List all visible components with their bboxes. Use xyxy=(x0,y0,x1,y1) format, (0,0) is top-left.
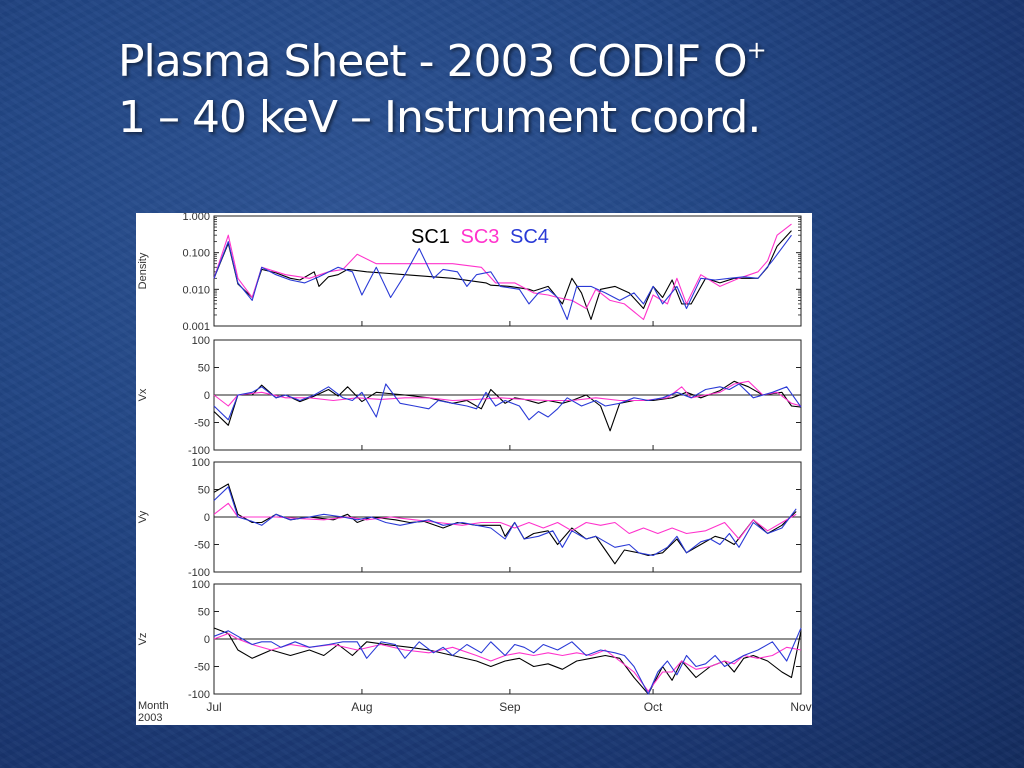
panel-vy: -100 -50 0 50 100 Vy xyxy=(137,457,802,579)
series-line-sc3 xyxy=(213,223,792,321)
y-tick-label: 50 xyxy=(198,363,210,375)
y-tick-label: 100 xyxy=(192,457,210,469)
multi-panel-line-chart: 0.001 0.010 0.100 1.000 Density -100 -50 0 50 100… xyxy=(137,213,812,724)
y-tick-label: 100 xyxy=(192,335,210,347)
y-tick-label: -50 xyxy=(194,662,210,674)
y-tick-label: 0 xyxy=(204,512,210,524)
x-axis-label-month: Month xyxy=(138,700,169,712)
y-axis-label: Vz xyxy=(137,633,149,646)
title-line-2: 1 – 40 keV – Instrument coord. xyxy=(118,92,761,143)
series-line-sc1 xyxy=(213,230,792,321)
plot-figure: 0.001 0.010 0.100 1.000 Density -100 -50 0 50 100… xyxy=(136,213,812,725)
y-tick-label: 0.001 xyxy=(182,321,210,333)
y-tick-label: 50 xyxy=(198,607,210,619)
y-tick-label: 50 xyxy=(198,485,210,497)
slide-title: Plasma Sheet - 2003 CODIF O+ 1 – 40 keV … xyxy=(118,22,767,146)
y-tick-label: -50 xyxy=(194,540,210,552)
y-tick-label: 100 xyxy=(192,579,210,591)
y-tick-label: 0.010 xyxy=(182,284,210,296)
y-tick-label: -100 xyxy=(188,567,210,579)
legend-entry-sc1: SC1 xyxy=(411,226,450,248)
series-line-sc4 xyxy=(213,486,797,557)
y-tick-label: 0 xyxy=(204,634,210,646)
panel-vz: -100 -50 0 50 100 Vz xyxy=(137,579,802,701)
series-line-sc3 xyxy=(213,502,797,540)
series-line-sc1 xyxy=(213,380,802,432)
panel-vx: -100 -50 0 50 100 Vx xyxy=(137,335,802,457)
title-line-1: Plasma Sheet - 2003 CODIF O+ xyxy=(118,36,767,87)
x-tick-label-nov: Nov xyxy=(790,700,811,714)
series-line-sc3 xyxy=(213,632,802,692)
title-superscript: + xyxy=(746,36,767,64)
x-tick-label-jul: Jul xyxy=(206,700,221,714)
y-tick-label: 0.100 xyxy=(182,248,210,260)
panel-frame xyxy=(213,215,802,327)
x-tick-label-aug: Aug xyxy=(351,700,372,714)
y-tick-label: -100 xyxy=(188,689,210,701)
y-axis-label: Vx xyxy=(137,388,149,401)
y-tick-label: 1.000 xyxy=(182,213,210,223)
y-axis-label: Density xyxy=(137,252,149,289)
y-tick-label: 0 xyxy=(204,390,210,402)
x-tick-label-sep: Sep xyxy=(499,700,521,714)
series-line-sc4 xyxy=(213,383,802,421)
legend-entry-sc4: SC4 xyxy=(510,226,549,248)
series-line-sc3 xyxy=(213,380,802,407)
legend-entry-sc3: SC3 xyxy=(461,226,500,248)
series-line-sc1 xyxy=(213,627,802,695)
x-axis-label-year: 2003 xyxy=(138,712,162,724)
panel-density: 0.001 0.010 0.100 1.000 Density xyxy=(137,213,802,333)
y-tick-label: -100 xyxy=(188,445,210,457)
legend: SC1 SC3 SC4 xyxy=(411,226,549,248)
y-tick-label: -50 xyxy=(194,418,210,430)
x-tick-label-oct: Oct xyxy=(644,700,663,714)
series-line-sc4 xyxy=(213,234,792,321)
series-line-sc4 xyxy=(213,627,802,695)
y-axis-label: Vy xyxy=(137,510,149,523)
